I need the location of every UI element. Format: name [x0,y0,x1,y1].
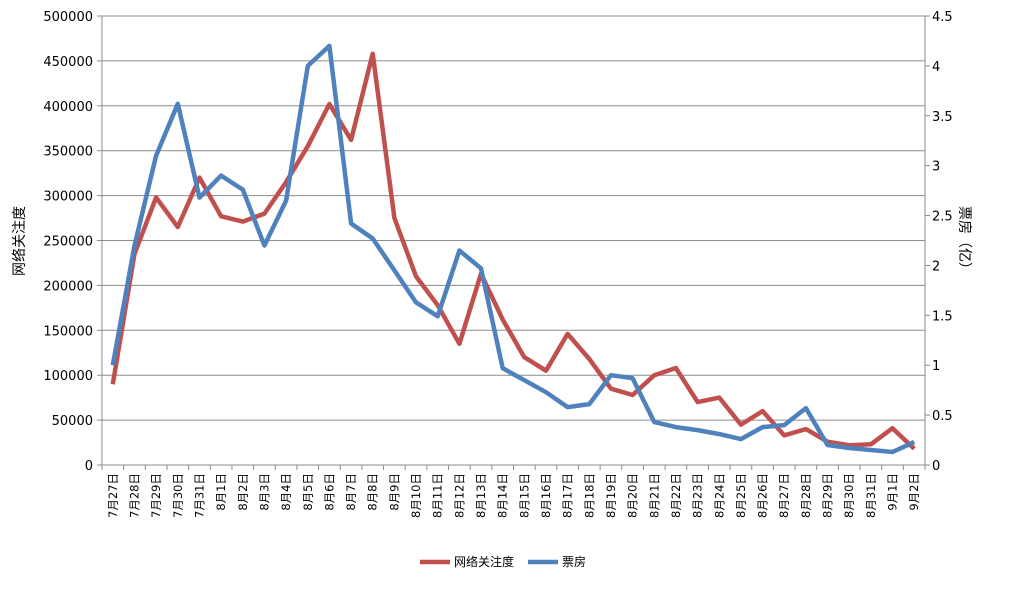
right-tick-label: 2 [932,259,940,274]
axes [97,15,930,470]
x-category-label: 8月9日 [387,473,401,511]
x-category-label: 8月17日 [561,473,575,518]
x-category-label: 8月20日 [626,473,640,518]
x-category-label: 8月3日 [257,473,271,511]
right-tick-label: 1 [932,359,940,374]
x-category-label: 7月29日 [149,473,163,518]
x-category-label: 8月8日 [366,473,380,511]
left-axis-title: 网络关注度 [12,206,28,276]
x-category-label: 8月15日 [517,473,531,518]
x-category-label: 8月18日 [582,473,596,518]
left-tick-label: 100000 [43,369,93,384]
left-tick-label: 350000 [43,145,93,160]
right-tick-label: 2.5 [932,210,953,225]
x-category-label: 8月27日 [777,473,791,518]
x-category-label: 8月22日 [669,473,683,518]
x-category-label: 8月7日 [344,473,358,511]
x-category-label: 8月25日 [734,473,748,518]
x-category-label: 8月26日 [756,473,770,518]
legend: 网络关注度 票房 [420,554,586,569]
x-category-label: 8月1日 [214,473,228,511]
x-category-label: 8月2日 [236,473,250,511]
x-category-label: 7月30日 [171,473,185,518]
attention-line [110,51,916,451]
left-tick-label: 50000 [52,414,93,429]
x-category-label: 7月28日 [127,473,141,518]
right-tick-label: 4.5 [932,10,953,25]
x-category-label: 9月2日 [907,473,921,511]
right-tick-label: 3.5 [932,110,953,125]
left-tick-label: 150000 [43,324,93,339]
box-office-line [110,43,916,455]
x-category-label: 8月10日 [409,473,423,518]
left-tick-label: 250000 [43,235,93,250]
x-category-label: 8月19日 [604,473,618,518]
x-category-label: 8月12日 [452,473,466,518]
tick-labels: 0500001000001500002000002500003000003500… [12,10,972,518]
right-axis-title: 票房（亿） [956,206,972,276]
x-category-label: 8月6日 [322,473,336,511]
left-tick-label: 450000 [43,55,93,70]
left-tick-label: 200000 [43,279,93,294]
legend-label-box-office: 票房 [562,554,586,569]
x-category-label: 8月30日 [842,473,856,518]
legend-label-attention: 网络关注度 [454,554,514,569]
x-category-label: 8月4日 [279,473,293,511]
x-category-label: 8月23日 [691,473,705,518]
right-tick-label: 0.5 [932,409,953,424]
x-category-label: 8月14日 [496,473,510,518]
left-tick-label: 500000 [43,10,93,25]
x-category-label: 9月1日 [886,473,900,511]
x-category-label: 8月13日 [474,473,488,518]
left-tick-label: 0 [85,459,93,474]
x-category-label: 8月11日 [431,473,445,518]
x-category-label: 7月27日 [106,473,120,518]
x-category-label: 8月5日 [301,473,315,511]
x-category-label: 8月24日 [712,473,726,518]
right-tick-label: 1.5 [932,309,953,324]
x-category-label: 8月28日 [799,473,813,518]
x-category-label: 8月31日 [864,473,878,518]
left-tick-label: 300000 [43,190,93,205]
x-category-label: 8月21日 [647,473,661,518]
gridlines [102,15,925,421]
x-category-label: 8月29日 [821,473,835,518]
right-tick-label: 4 [932,60,940,75]
series-lines [110,43,916,455]
x-category-label: 8月16日 [539,473,553,518]
right-tick-label: 0 [932,459,940,474]
right-tick-label: 3 [932,160,940,175]
x-category-label: 7月31日 [192,473,206,518]
left-tick-label: 400000 [43,100,93,115]
